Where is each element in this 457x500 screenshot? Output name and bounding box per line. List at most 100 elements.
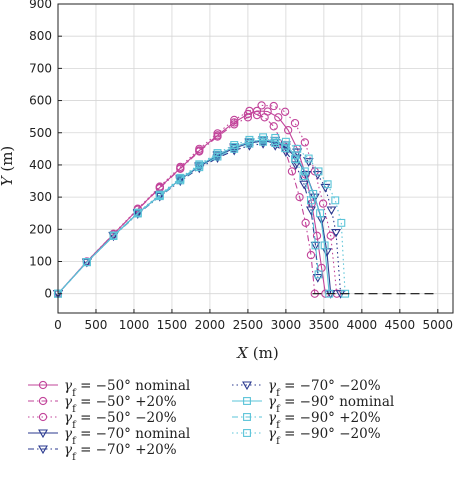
data-point [284,126,293,135]
legend-label: γf = −90° nominal [268,394,394,415]
data-point [245,135,254,144]
x-tick-label: 1000 [119,318,150,332]
legend-label: γf = −70° nominal [64,426,190,447]
data-point [301,218,310,228]
data-point [245,106,254,116]
x-tick-label: 4500 [385,318,416,332]
data-point [281,137,290,146]
x-tick-label: 5000 [423,318,454,332]
data-point [316,209,325,218]
data-point [280,107,290,116]
data-point [331,196,340,205]
data-point [304,154,313,163]
data-point [82,258,91,267]
x-tick-label: 2000 [195,318,226,332]
x-axis-label: X (m) [236,344,278,362]
data-point [252,110,262,120]
legend-marker [243,397,251,405]
x-tick-label: 3500 [309,318,340,332]
data-point [331,228,341,238]
legend-marker [243,413,251,421]
data-point [269,122,278,131]
x-tick-label: 4000 [347,318,378,332]
legend: γf = −50° nominal γf = −70° −20% γf = −50°… [28,378,394,463]
data-point [290,161,301,171]
grid-lines [57,3,453,313]
legend-marker [242,381,252,391]
legend-entry: γf = −50° +20% [28,394,177,415]
legend-entry: γf = −90° −20% [232,426,381,447]
data-point [271,139,280,147]
data-point [287,167,297,176]
data-point [326,231,335,240]
y-axis-label: Y (m) [0,146,16,187]
legend-marker [38,412,48,422]
y-tick-label: 300 [29,190,52,204]
legend-label: γf = −90° −20% [268,426,381,447]
data-point [323,180,332,189]
data-point [337,218,346,227]
data-point [213,149,222,157]
y-tick-label: 0 [44,287,52,301]
data-point [260,113,269,122]
data-point [312,231,322,240]
data-point [306,206,316,216]
x-tick-label: 500 [85,318,108,332]
legend-label: γf = −50° −20% [64,410,177,431]
data-point [271,133,280,142]
legend-marker [38,429,48,439]
data-point [155,190,164,199]
data-point [269,101,278,111]
plot-frame [57,3,454,314]
y-tick-label: 800 [29,29,52,43]
series-line [57,143,319,295]
data-point [314,167,323,176]
legend-label: γf = −70° −20% [268,378,381,399]
data-point [314,270,323,279]
legend-entry: γf = −50° nominal [28,378,190,399]
data-point [320,241,329,250]
x-tick-label: 0 [54,318,62,332]
legend-label: γf = −50° +20% [64,394,177,415]
data-point [259,133,268,142]
legend-entry: γf = −90° +20% [232,410,381,431]
y-tick-label: 100 [29,255,52,269]
data-point [109,231,118,240]
series-line [57,136,346,295]
x-tick-label: 3000 [271,318,302,332]
data-point [307,196,315,205]
data-point [244,142,255,151]
series-layer [53,101,438,299]
x-tick-label: 2500 [233,318,264,332]
y-tick-label: 700 [29,61,52,75]
data-point [133,208,142,217]
data-point [230,120,239,129]
y-tick-label: 400 [29,158,52,172]
data-point [195,144,204,153]
legend-marker [38,380,48,390]
data-point [230,141,239,149]
series-line [57,141,320,295]
axis-ticks: 0 500 1000 1500 2000 2500 3000 3500 4000 4500 5000… [29,0,453,332]
data-point [293,144,302,153]
data-point [291,155,299,164]
y-tick-label: 200 [29,222,52,236]
data-point [290,118,300,128]
data-point [176,162,185,172]
data-point [306,250,316,260]
data-point [257,101,266,110]
legend-marker [243,429,251,437]
data-point [213,129,222,138]
y-tick-label: 900 [29,0,52,11]
data-point [259,137,268,146]
data-point [195,160,204,169]
legend-entry: γf = −90° nominal [232,394,394,415]
data-point [311,241,320,250]
series-line [57,114,316,295]
legend-marker [38,445,48,455]
data-point [300,138,310,147]
data-point [274,113,283,122]
data-point [318,199,328,208]
